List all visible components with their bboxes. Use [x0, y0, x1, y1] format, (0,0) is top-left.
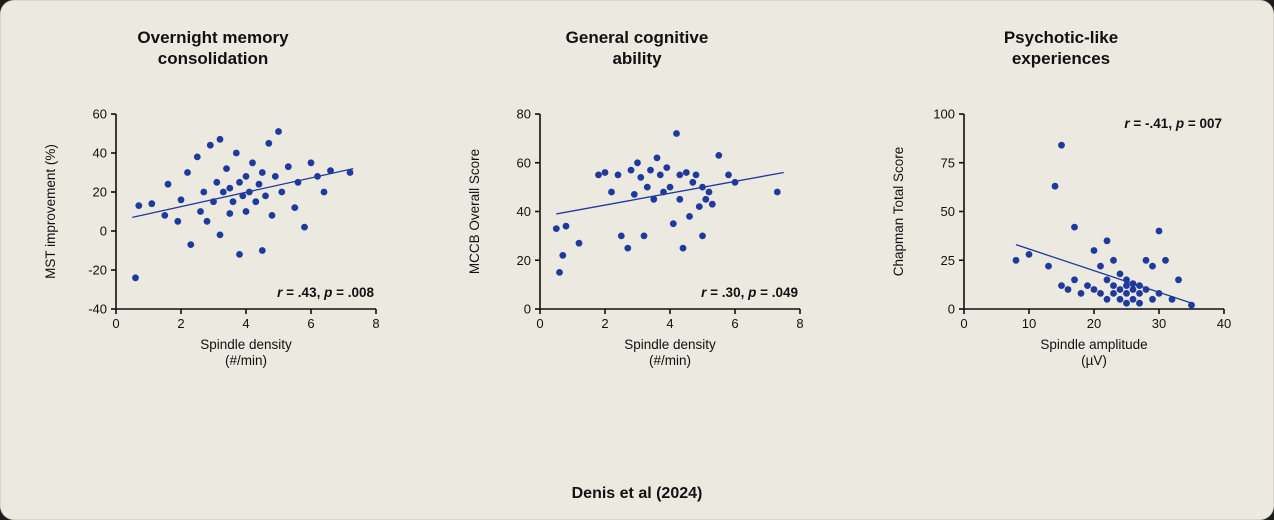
svg-text:10: 10	[1022, 316, 1036, 331]
svg-text:60: 60	[93, 106, 107, 121]
svg-text:2: 2	[601, 316, 608, 331]
svg-text:75: 75	[941, 155, 955, 170]
svg-text:MCCB Overall Score: MCCB Overall Score	[467, 148, 482, 273]
svg-text:Spindle density: Spindle density	[624, 337, 716, 352]
svg-text:(#/min): (#/min)	[649, 353, 691, 368]
svg-text:(#/min): (#/min)	[225, 353, 267, 368]
svg-text:30: 30	[1152, 316, 1166, 331]
svg-text:40: 40	[517, 204, 531, 219]
svg-text:2: 2	[177, 316, 184, 331]
svg-text:80: 80	[517, 106, 531, 121]
svg-text:MST improvement (%): MST improvement (%)	[43, 144, 58, 279]
svg-text:20: 20	[93, 184, 107, 199]
svg-text:-20: -20	[88, 262, 107, 277]
chart-title: Overnight memory consolidation	[137, 28, 289, 69]
svg-text:4: 4	[242, 316, 249, 331]
svg-text:r = .43, p = .008: r = .43, p = .008	[277, 285, 374, 300]
svg-text:Spindle amplitude: Spindle amplitude	[1040, 337, 1147, 352]
svg-text:0: 0	[112, 316, 119, 331]
svg-text:Spindle density: Spindle density	[200, 337, 292, 352]
svg-text:20: 20	[1087, 316, 1101, 331]
figure-caption: Denis et al (2024)	[571, 485, 703, 502]
svg-text:60: 60	[517, 155, 531, 170]
svg-text:r = .30, p = .049: r = .30, p = .049	[701, 285, 798, 300]
svg-text:0: 0	[536, 316, 543, 331]
svg-text:25: 25	[941, 252, 955, 267]
svg-text:40: 40	[93, 145, 107, 160]
svg-text:Chapman Total Score: Chapman Total Score	[891, 146, 906, 276]
scatter-plot-mccb-score: 0 2 4 6 8 0 20 40 60 80 r = .30, p = .049 MCCB Over…	[462, 100, 812, 390]
svg-text:(µV): (µV)	[1081, 353, 1107, 368]
svg-text:6: 6	[731, 316, 738, 331]
chart-title: General cognitive ability	[565, 28, 709, 69]
svg-text:0: 0	[524, 301, 531, 316]
svg-text:6: 6	[307, 316, 314, 331]
svg-text:8: 8	[372, 316, 379, 331]
svg-text:8: 8	[796, 316, 803, 331]
svg-text:50: 50	[941, 204, 955, 219]
svg-text:r = -.41, p = 007: r = -.41, p = 007	[1124, 116, 1222, 131]
svg-text:40: 40	[1217, 316, 1231, 331]
chart-psychotic-like-experiences: Psychotic-like experiences 0 10 20 30 40 0 25 5…	[849, 27, 1273, 390]
svg-text:0: 0	[948, 301, 955, 316]
scatter-plot-chapman-score: 0 10 20 30 40 0 25 50 75 100 r = -.41, p = 007 Chap…	[886, 100, 1236, 390]
scatter-plot-mst-improvement: 0 2 4 6 8 -40 -20 0 20 40 60 r = .43, p = .008 MST i…	[38, 100, 388, 390]
svg-text:0: 0	[100, 223, 107, 238]
svg-text:20: 20	[517, 252, 531, 267]
chart-title: Psychotic-like experiences	[1003, 28, 1119, 69]
svg-text:-40: -40	[88, 301, 107, 316]
charts-row: Overnight memory consolidation 0 2 4 6 8 -40 -…	[1, 1, 1273, 390]
svg-text:100: 100	[933, 106, 955, 121]
chart-general-cognitive-ability: General cognitive ability 0 2 4 6 8 0 20 40 60 80…	[425, 27, 849, 390]
chart-overnight-memory-consolidation: Overnight memory consolidation 0 2 4 6 8 -40 -…	[1, 27, 425, 390]
svg-text:0: 0	[960, 316, 967, 331]
svg-text:4: 4	[666, 316, 673, 331]
